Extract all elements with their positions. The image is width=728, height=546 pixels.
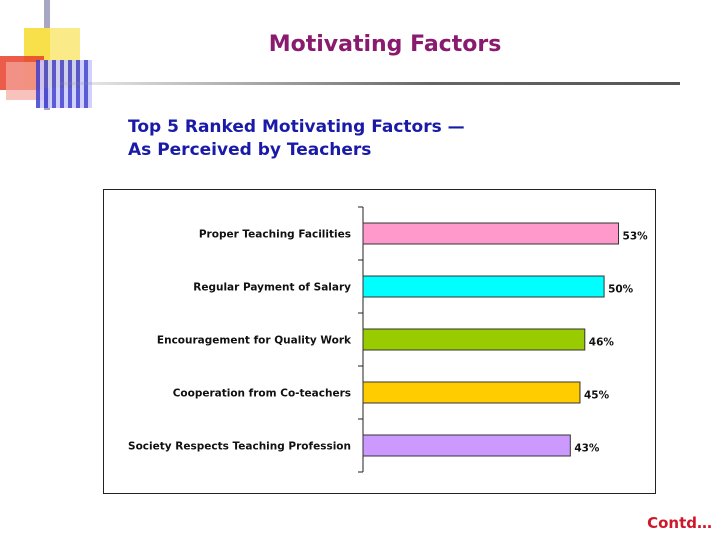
bar xyxy=(362,381,581,404)
bar-chart: Proper Teaching Facilities 53% Regular Pay… xyxy=(128,206,649,473)
chart-heading: Top 5 Ranked Motivating Factors — As Per… xyxy=(128,116,465,162)
bar xyxy=(362,222,620,245)
category-label: Encouragement for Quality Work xyxy=(157,335,352,347)
data-label: 43% xyxy=(574,443,600,455)
data-label: 46% xyxy=(589,337,615,349)
category-label: Society Respects Teaching Profession xyxy=(128,441,351,453)
data-label: 50% xyxy=(608,284,634,296)
bar xyxy=(362,328,586,351)
chart-heading-line-2: As Perceived by Teachers xyxy=(128,140,372,160)
bar xyxy=(362,275,605,298)
category-label: Regular Payment of Salary xyxy=(193,282,351,294)
page-title: Motivating Factors xyxy=(268,32,502,57)
category-label: Proper Teaching Facilities xyxy=(199,229,351,241)
bar xyxy=(362,434,571,457)
title-underline xyxy=(60,82,680,85)
category-label: Cooperation from Co-teachers xyxy=(173,388,351,400)
continued-label: Contd… xyxy=(647,514,712,532)
data-label: 53% xyxy=(623,231,649,243)
data-label: 45% xyxy=(584,390,610,402)
chart-heading-line-1: Top 5 Ranked Motivating Factors — xyxy=(128,117,465,137)
